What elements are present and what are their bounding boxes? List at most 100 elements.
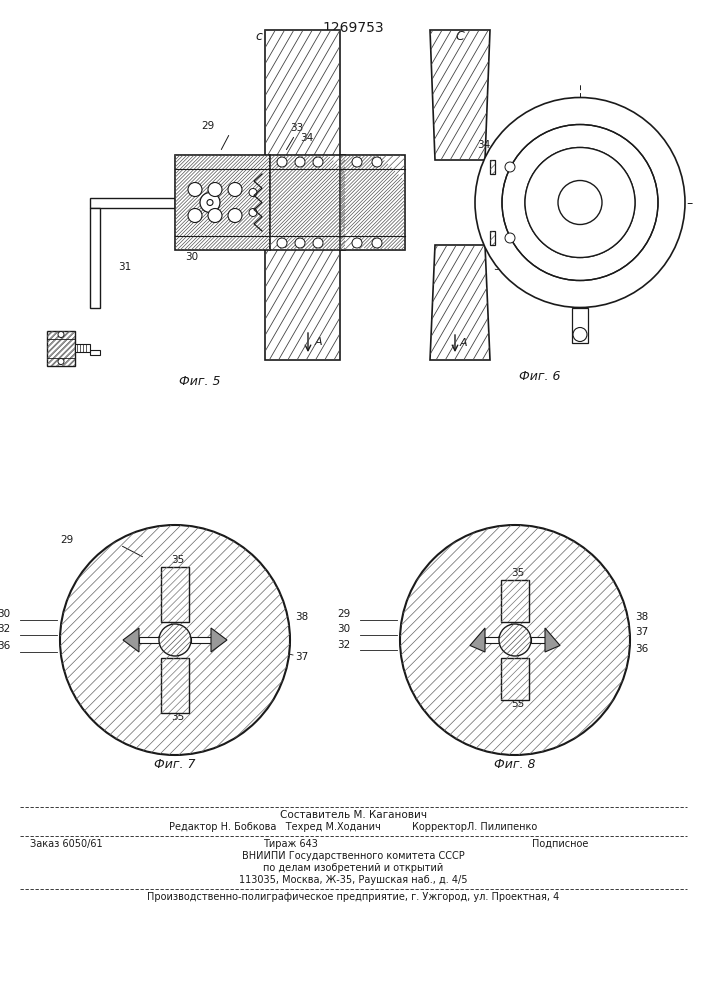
Circle shape xyxy=(505,162,515,172)
Circle shape xyxy=(400,525,630,755)
Polygon shape xyxy=(470,628,485,652)
Text: Заказ 6050/61: Заказ 6050/61 xyxy=(30,839,103,849)
Circle shape xyxy=(277,238,287,248)
Text: 33: 33 xyxy=(535,130,548,140)
Text: 35: 35 xyxy=(171,712,185,722)
Polygon shape xyxy=(265,245,340,360)
Text: Фиг. 6: Фиг. 6 xyxy=(519,370,561,383)
Bar xyxy=(47,330,75,365)
Text: Фиг. 8: Фиг. 8 xyxy=(494,758,536,771)
Bar xyxy=(161,658,189,713)
Circle shape xyxy=(277,157,287,167)
Bar xyxy=(191,637,211,643)
Text: 37: 37 xyxy=(635,627,648,637)
Bar xyxy=(490,231,495,245)
Text: 1269753: 1269753 xyxy=(322,21,384,35)
Bar xyxy=(340,155,405,250)
Text: 38: 38 xyxy=(635,612,648,622)
Text: 55: 55 xyxy=(511,699,525,709)
Bar xyxy=(270,155,345,250)
Circle shape xyxy=(159,624,191,656)
Text: 31: 31 xyxy=(493,262,506,272)
Text: A: A xyxy=(460,338,467,348)
Text: C: C xyxy=(455,30,464,43)
Polygon shape xyxy=(502,125,658,280)
Text: 33: 33 xyxy=(290,123,303,133)
Bar xyxy=(161,567,189,622)
Text: A: A xyxy=(315,337,322,347)
Text: 31: 31 xyxy=(118,262,132,272)
Circle shape xyxy=(352,157,362,167)
Bar xyxy=(175,155,270,250)
Text: F: F xyxy=(537,182,544,192)
Polygon shape xyxy=(265,30,340,160)
Text: 30: 30 xyxy=(0,609,10,619)
Text: ВНИИПИ Государственного комитета СССР: ВНИИПИ Государственного комитета СССР xyxy=(242,851,464,861)
Polygon shape xyxy=(430,30,490,160)
Circle shape xyxy=(372,157,382,167)
Circle shape xyxy=(249,188,257,196)
Circle shape xyxy=(58,332,64,338)
Circle shape xyxy=(313,238,323,248)
Bar xyxy=(161,658,189,713)
Bar xyxy=(90,198,175,208)
Polygon shape xyxy=(430,245,490,360)
Circle shape xyxy=(475,98,685,308)
Circle shape xyxy=(60,525,290,755)
Circle shape xyxy=(228,182,242,196)
Bar xyxy=(490,160,495,174)
Bar xyxy=(501,658,529,700)
Circle shape xyxy=(525,147,635,257)
Bar xyxy=(90,350,100,355)
Text: 30: 30 xyxy=(337,624,350,634)
Circle shape xyxy=(499,624,531,656)
Circle shape xyxy=(295,238,305,248)
Circle shape xyxy=(502,124,658,280)
Bar xyxy=(270,155,345,250)
Text: Редактор Н. Бобкова   Техред М.Ходанич          КорректорЛ. Пилипенко: Редактор Н. Бобкова Техред М.Ходанич Кор… xyxy=(169,822,537,832)
Text: Фиг. 5: Фиг. 5 xyxy=(180,375,221,388)
Bar xyxy=(175,155,270,250)
Text: c: c xyxy=(255,30,262,43)
Text: 36: 36 xyxy=(635,644,648,654)
Text: 113035, Москва, Ж-35, Раушская наб., д. 4/5: 113035, Москва, Ж-35, Раушская наб., д. … xyxy=(239,875,467,885)
Circle shape xyxy=(352,238,362,248)
Text: 32: 32 xyxy=(0,624,10,634)
Polygon shape xyxy=(211,628,227,652)
Text: 32: 32 xyxy=(337,640,350,650)
Circle shape xyxy=(372,238,382,248)
Circle shape xyxy=(573,328,587,342)
Circle shape xyxy=(188,209,202,223)
Circle shape xyxy=(228,209,242,223)
Circle shape xyxy=(313,157,323,167)
Bar xyxy=(572,308,588,342)
Bar xyxy=(490,231,495,245)
Text: Фиг. 7: Фиг. 7 xyxy=(154,758,196,771)
Text: Подписное: Подписное xyxy=(532,839,588,849)
Text: 36: 36 xyxy=(0,641,10,651)
Circle shape xyxy=(558,180,602,225)
Text: 35: 35 xyxy=(171,555,185,565)
Text: Тираж 643: Тираж 643 xyxy=(262,839,317,849)
Polygon shape xyxy=(545,628,560,652)
Text: Составитель М. Каганович: Составитель М. Каганович xyxy=(279,810,426,820)
Bar xyxy=(501,580,529,622)
Bar xyxy=(47,330,75,365)
Text: 34: 34 xyxy=(477,140,490,150)
Circle shape xyxy=(58,359,64,364)
Bar xyxy=(139,637,159,643)
Text: 37: 37 xyxy=(295,652,308,662)
Polygon shape xyxy=(123,628,139,652)
Circle shape xyxy=(188,182,202,196)
Circle shape xyxy=(208,182,222,196)
Text: 30: 30 xyxy=(185,252,198,262)
Circle shape xyxy=(207,200,213,206)
Bar xyxy=(90,208,100,308)
Text: 29: 29 xyxy=(60,535,74,545)
Circle shape xyxy=(295,157,305,167)
Circle shape xyxy=(558,180,602,225)
Bar xyxy=(485,637,499,643)
Circle shape xyxy=(525,147,635,257)
Bar xyxy=(531,637,545,643)
Bar xyxy=(161,567,189,622)
